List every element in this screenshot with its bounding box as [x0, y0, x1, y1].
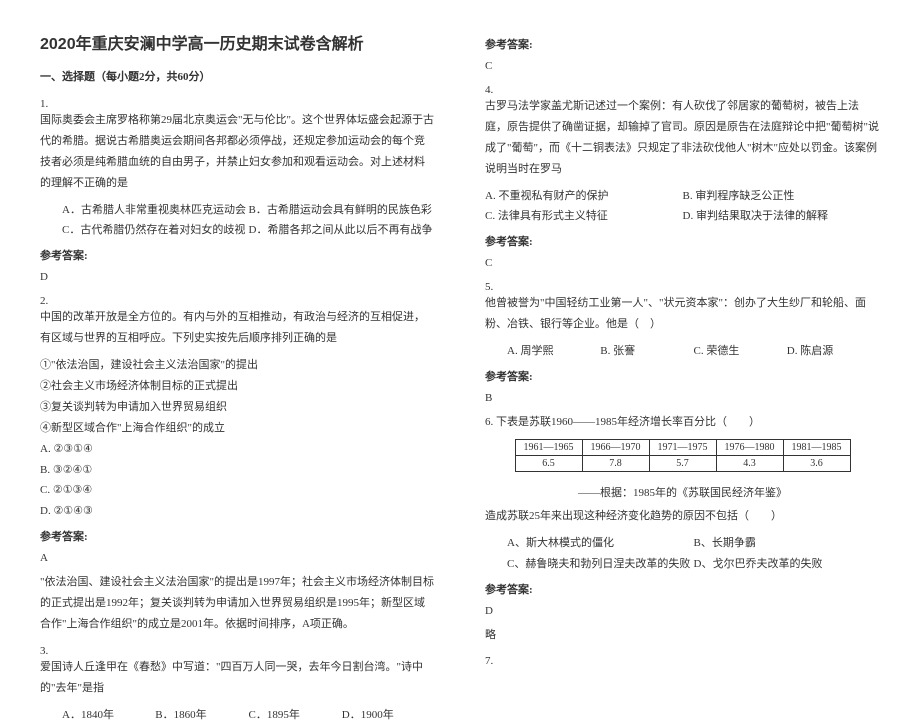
q6-opts-row2: C、赫鲁晓夫和勃列日涅夫改革的失败 D、戈尔巴乔夫改革的失败 [485, 554, 880, 575]
q3-opt-d: D．1900年 [342, 705, 435, 726]
q2-o2: ②社会主义市场经济体制目标的正式提出 [40, 376, 435, 397]
q3-opts: A．1840年 B．1860年 C．1895年 D．1900年 [40, 705, 435, 726]
tv-3: 4.3 [716, 455, 783, 471]
q6-opt-d: D、戈尔巴乔夫改革的失败 [694, 554, 881, 575]
q6-opts-row1: A、斯大林模式的僵化 B、长期争霸 [485, 533, 880, 554]
q4-ans: C [485, 257, 880, 269]
section-heading: 一、选择题（每小题2分，共60分） [40, 68, 435, 84]
q6-text: 造成苏联25年来出现这种经济变化趋势的原因不包括（ ） [485, 506, 880, 527]
q2-o3: ③复关谈判转为申请加入世界贸易组织 [40, 397, 435, 418]
th-4: 1981—1985 [783, 439, 850, 455]
table-row-val: 6.5 7.8 5.7 4.3 3.6 [515, 455, 850, 471]
q5-opt-a: A. 周学熙 [507, 341, 600, 362]
q1-ans: D [40, 271, 435, 283]
tv-4: 3.6 [783, 455, 850, 471]
q3-ans: C [485, 60, 880, 72]
q4-opt-d: D. 审判结果取决于法律的解释 [683, 206, 881, 227]
q6-opt-a: A、斯大林模式的僵化 [507, 533, 694, 554]
q7-num: 7. [485, 655, 880, 667]
q6-ans-label: 参考答案: [485, 581, 880, 597]
th-0: 1961—1965 [515, 439, 582, 455]
th-1: 1966—1970 [582, 439, 649, 455]
q3-ans-label: 参考答案: [485, 36, 880, 52]
q5-ans-label: 参考答案: [485, 368, 880, 384]
q4-opts-row1: A. 不重视私有财产的保护 B. 审判程序缺乏公正性 [485, 186, 880, 207]
page-title: 2020年重庆安澜中学高一历史期末试卷含解析 [40, 30, 435, 54]
q5-text: 他曾被誉为"中国轻纺工业第一人"、"状元资本家"：创办了大生纱厂和轮船、面粉、冶… [485, 293, 880, 335]
q2-expl: "依法治国、建设社会主义法治国家"的提出是1997年；社会主义市场经济体制目标的… [40, 572, 435, 635]
q5-opt-b: B. 张謇 [600, 341, 693, 362]
table-row-head: 1961—1965 1966—1970 1971—1975 1976—1980 … [515, 439, 850, 455]
q2-opt-d: D. ②①④③ [40, 501, 435, 522]
q1-opt-b: B．古希腊运动会具有鲜明的民族色彩 [249, 200, 436, 221]
q4-num: 4. [485, 84, 880, 96]
q1-text: 国际奥委会主席罗格称第29届北京奥运会"无与伦比"。这个世界体坛盛会起源于古代的… [40, 110, 435, 194]
q6-expl: 略 [485, 625, 880, 646]
q2-ans-label: 参考答案: [40, 528, 435, 544]
q4-opt-c: C. 法律具有形式主义特征 [485, 206, 683, 227]
q6-src: ——根据：1985年的《苏联国民经济年鉴》 [485, 484, 880, 500]
tv-2: 5.7 [649, 455, 716, 471]
left-column: 2020年重庆安澜中学高一历史期末试卷含解析 一、选择题（每小题2分，共60分）… [40, 30, 435, 621]
q2-o4: ④新型区域合作"上海合作组织"的成立 [40, 418, 435, 439]
q3-opt-b: B．1860年 [155, 705, 248, 726]
q2-opt-c: C. ②①③④ [40, 480, 435, 501]
tv-1: 7.8 [582, 455, 649, 471]
q1-opts-row1: A．古希腊人非常重视奥林匹克运动会 B．古希腊运动会具有鲜明的民族色彩 [40, 200, 435, 221]
q1-opt-c: C．古代希腊仍然存在着对妇女的歧视 [62, 220, 249, 241]
q1-num: 1. [40, 98, 435, 110]
q6-table: 1961—1965 1966—1970 1971—1975 1976—1980 … [515, 439, 851, 472]
q5-num: 5. [485, 281, 880, 293]
q2-text: 中国的改革开放是全方位的。有内与外的互相推动，有政治与经济的互相促进，有区域与世… [40, 307, 435, 349]
q2-opt-a: A. ②③①④ [40, 439, 435, 460]
q3-text: 爱国诗人丘逢甲在《春愁》中写道："四百万人同一哭，去年今日割台湾。"诗中的"去年… [40, 657, 435, 699]
q1-ans-label: 参考答案: [40, 247, 435, 263]
q4-ans-label: 参考答案: [485, 233, 880, 249]
q6-title: 6. 下表是苏联1960——1985年经济增长率百分比（ ） [485, 412, 880, 433]
th-3: 1976—1980 [716, 439, 783, 455]
q5-opt-d: D. 陈启源 [787, 341, 880, 362]
q1-opt-d: D．希腊各邦之间从此以后不再有战争 [249, 220, 436, 241]
q4-opt-b: B. 审判程序缺乏公正性 [683, 186, 881, 207]
q4-text: 古罗马法学家盖尤斯记述过一个案例：有人砍伐了邻居家的葡萄树，被告上法庭，原告提供… [485, 96, 880, 180]
q2-opt-b: B. ③②④① [40, 460, 435, 481]
q2-o1: ①"依法治国，建设社会主义法治国家"的提出 [40, 355, 435, 376]
q6-ans: D [485, 605, 880, 617]
q1-opts-row2: C．古代希腊仍然存在着对妇女的歧视 D．希腊各邦之间从此以后不再有战争 [40, 220, 435, 241]
right-column: 参考答案: C 4. 古罗马法学家盖尤斯记述过一个案例：有人砍伐了邻居家的葡萄树… [485, 30, 880, 621]
q2-ans: A [40, 552, 435, 564]
q2-num: 2. [40, 295, 435, 307]
tv-0: 6.5 [515, 455, 582, 471]
q4-opt-a: A. 不重视私有财产的保护 [485, 186, 683, 207]
q1-opt-a: A．古希腊人非常重视奥林匹克运动会 [62, 200, 249, 221]
q5-opts: A. 周学熙 B. 张謇 C. 荣德生 D. 陈启源 [485, 341, 880, 362]
q6-opt-c: C、赫鲁晓夫和勃列日涅夫改革的失败 [507, 554, 694, 575]
q3-opt-c: C．1895年 [249, 705, 342, 726]
q6-opt-b: B、长期争霸 [694, 533, 881, 554]
q5-opt-c: C. 荣德生 [694, 341, 787, 362]
q5-ans: B [485, 392, 880, 404]
q3-opt-a: A．1840年 [62, 705, 155, 726]
q4-opts-row2: C. 法律具有形式主义特征 D. 审判结果取决于法律的解释 [485, 206, 880, 227]
th-2: 1971—1975 [649, 439, 716, 455]
